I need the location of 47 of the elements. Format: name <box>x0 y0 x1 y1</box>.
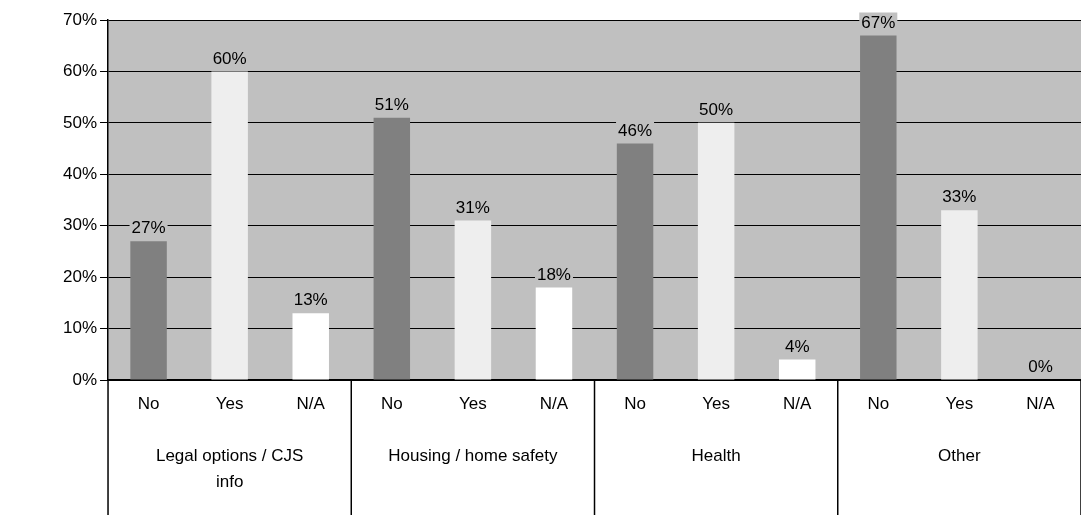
bar <box>373 117 411 380</box>
x-tick-label: No <box>624 393 646 413</box>
y-tick-label: 40% <box>62 163 98 183</box>
y-tick-label: 50% <box>62 112 98 132</box>
bar <box>941 210 978 380</box>
x-tick-label: No <box>137 393 160 413</box>
x-tick-label: N/A <box>539 393 569 413</box>
bar <box>697 122 735 380</box>
data-label: 46% <box>618 120 653 140</box>
text: Health <box>691 446 741 466</box>
data-label: 4% <box>784 336 810 356</box>
text: Legal options / CJS info <box>155 446 304 492</box>
bar <box>778 359 816 380</box>
data-label: 51% <box>374 94 409 114</box>
data-label: 50% <box>699 100 734 120</box>
x-tick-label: N/A <box>783 393 813 413</box>
bar <box>535 287 573 380</box>
bar <box>616 143 654 380</box>
data-label: 67% <box>861 12 896 32</box>
y-tick-label: 0% <box>72 369 98 389</box>
bar <box>130 241 167 380</box>
x-tick-label: No <box>380 393 403 413</box>
x-tick-label: No <box>867 393 890 413</box>
bar <box>860 35 897 380</box>
bar <box>211 71 248 380</box>
data-label: 0% <box>1028 357 1053 377</box>
y-tick-label: 70% <box>62 9 98 29</box>
data-label: 27% <box>131 218 166 238</box>
y-tick-label: 20% <box>62 266 98 286</box>
y-tick-label: 30% <box>62 215 98 235</box>
text: Other <box>938 446 981 466</box>
data-label: 13% <box>293 290 328 310</box>
data-label: 31% <box>455 197 490 217</box>
x-tick-label: Yes <box>215 393 244 413</box>
x-tick-label: N/A <box>296 393 326 413</box>
x-tick-label: Yes <box>945 393 974 413</box>
data-label: 60% <box>212 48 247 68</box>
x-tick-label: Yes <box>702 393 730 413</box>
x-tick-label: N/A <box>1026 393 1056 413</box>
text: Housing / home safety <box>388 446 558 466</box>
data-label: 18% <box>536 264 571 284</box>
y-tick-label: 10% <box>62 318 98 338</box>
bar <box>292 313 329 380</box>
bar <box>454 220 492 380</box>
y-tick-label: 60% <box>62 61 98 81</box>
data-label: 33% <box>942 187 977 207</box>
x-tick-label: Yes <box>459 393 487 413</box>
